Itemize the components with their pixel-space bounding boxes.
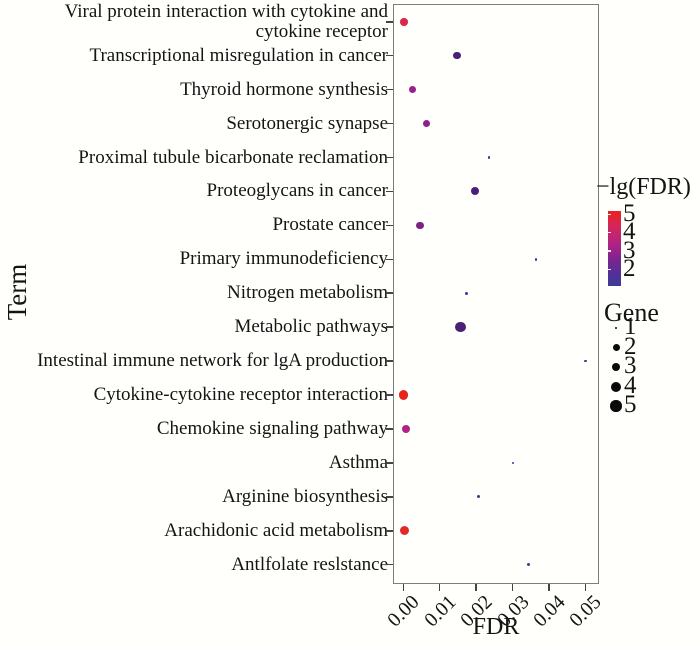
colorbar-tick-notch bbox=[608, 268, 611, 271]
term-label: Viral protein interaction with cytokine … bbox=[0, 0, 388, 42]
axis-tick-y bbox=[386, 360, 393, 362]
gene-size-label: 3 bbox=[624, 352, 637, 379]
term-label-line: Viral protein interaction with cytokine … bbox=[64, 0, 388, 22]
gene-size-dot bbox=[612, 344, 620, 351]
term-label: Nitrogen metabolism bbox=[0, 283, 388, 303]
axis-tick-x bbox=[438, 584, 441, 591]
gene-size-label: 2 bbox=[624, 332, 637, 360]
data-point bbox=[416, 221, 424, 230]
term-label-line: Cytokine-cytokine receptor interaction bbox=[93, 384, 388, 406]
axis-tick-y bbox=[386, 394, 393, 396]
gene-size-label: 4 bbox=[624, 371, 637, 399]
term-label: Thyroid hormone synthesis bbox=[0, 78, 388, 100]
axis-tick-x bbox=[548, 584, 550, 591]
data-point bbox=[584, 359, 587, 363]
term-label-line: Primary immunodeficiency bbox=[179, 248, 388, 270]
term-label-line: Arginine biosynthesis bbox=[222, 485, 388, 507]
term-label: Asthma bbox=[0, 451, 388, 473]
data-point bbox=[401, 424, 410, 433]
data-point bbox=[464, 291, 468, 295]
term-label-line: Transcriptional misregulation in cancer bbox=[89, 44, 388, 66]
axis-tick-x bbox=[511, 584, 514, 591]
data-point bbox=[423, 120, 431, 128]
color-legend-title: −lg(FDR) bbox=[596, 174, 691, 200]
term-label-line: Metabolic pathways bbox=[234, 316, 388, 338]
term-label: Prostate cancer bbox=[0, 215, 388, 235]
data-point bbox=[409, 86, 417, 94]
axis-tick-y bbox=[386, 428, 393, 430]
size-legend-title: Gene bbox=[604, 298, 659, 327]
data-point bbox=[455, 321, 466, 333]
term-label-line: Intestinal immune network for lgA produc… bbox=[37, 350, 388, 372]
colorbar-tick-label: 5 bbox=[623, 200, 636, 227]
term-label: Intestinal immune network for lgA produc… bbox=[0, 351, 388, 371]
x-axis-title: FDR bbox=[472, 614, 520, 640]
data-point bbox=[453, 51, 461, 60]
gene-size-dot bbox=[611, 381, 621, 392]
term-label: Proximal tubule bicarbonate reclamation bbox=[0, 146, 388, 168]
data-point bbox=[398, 390, 409, 400]
term-label-line: Nitrogen metabolism bbox=[227, 282, 388, 304]
data-point bbox=[399, 526, 409, 536]
data-point bbox=[476, 495, 480, 499]
term-label-line: Serotonergic synapse bbox=[226, 112, 388, 134]
axis-tick-y bbox=[386, 54, 393, 57]
gene-size-dot bbox=[614, 326, 618, 330]
axis-tick-y bbox=[386, 496, 393, 498]
data-point bbox=[527, 563, 531, 567]
data-point bbox=[534, 258, 538, 261]
term-label: Metabolic pathways bbox=[0, 317, 388, 337]
colorbar-tick-label: 3 bbox=[623, 236, 636, 264]
axis-tick-y bbox=[386, 122, 393, 125]
term-label-line: Chemokine signaling pathway bbox=[156, 417, 388, 439]
gene-size-label: 1 bbox=[624, 313, 637, 340]
term-label: Chemokine signaling pathway bbox=[0, 417, 388, 439]
plot-panel bbox=[393, 4, 599, 584]
axis-tick-x bbox=[475, 584, 477, 591]
term-label-line: Asthma bbox=[328, 451, 388, 473]
term-label: Cytokine-cytokine receptor interaction bbox=[0, 385, 388, 405]
term-label-line: cytokine receptor bbox=[255, 20, 388, 42]
term-label: Proteoglycans in cancer bbox=[0, 181, 388, 201]
axis-tick-y bbox=[386, 462, 393, 464]
term-label: Arachidonic acid metabolism bbox=[0, 519, 388, 541]
gene-size-dot bbox=[611, 362, 621, 372]
axis-tick-y bbox=[386, 292, 393, 294]
term-label-line: Proximal tubule bicarbonate reclamation bbox=[78, 146, 388, 168]
axis-tick-y bbox=[386, 530, 393, 532]
axis-tick-y bbox=[386, 326, 393, 328]
colorbar-gradient bbox=[608, 211, 621, 286]
axis-tick-y bbox=[386, 563, 393, 566]
data-point bbox=[471, 187, 480, 196]
term-label: Transcriptional misregulation in cancer bbox=[0, 44, 388, 66]
axis-tick-y bbox=[386, 156, 393, 159]
axis-tick-y bbox=[386, 224, 393, 227]
colorbar-tick-label: 2 bbox=[623, 255, 636, 283]
data-point bbox=[511, 461, 515, 465]
axis-tick-x bbox=[584, 584, 587, 591]
gene-size-label: 5 bbox=[624, 391, 637, 418]
axis-tick-y bbox=[386, 190, 393, 193]
axis-tick-y bbox=[386, 21, 393, 23]
data-point bbox=[400, 18, 408, 26]
axis-tick-x bbox=[402, 584, 405, 591]
gene-size-dot bbox=[610, 400, 622, 412]
colorbar-tick-label: 4 bbox=[623, 218, 636, 246]
term-label-line: Proteoglycans in cancer bbox=[206, 180, 388, 202]
colorbar-tick-notch bbox=[608, 231, 611, 234]
term-label: Serotonergic synapse bbox=[0, 112, 388, 134]
term-label-line: Prostate cancer bbox=[272, 214, 388, 236]
axis-tick-y bbox=[386, 258, 393, 261]
colorbar-tick-notch bbox=[608, 213, 611, 215]
axis-tick-y bbox=[386, 88, 393, 91]
data-point bbox=[487, 156, 491, 159]
term-label: Arginine biosynthesis bbox=[0, 485, 388, 507]
colorbar-tick-notch bbox=[608, 250, 611, 252]
term-label-line: Arachidonic acid metabolism bbox=[164, 519, 388, 541]
term-label: Primary immunodeficiency bbox=[0, 249, 388, 269]
term-label: Antlfolate reslstance bbox=[0, 553, 388, 575]
term-label-line: Antlfolate reslstance bbox=[231, 553, 388, 575]
term-label-line: Thyroid hormone synthesis bbox=[180, 78, 388, 100]
